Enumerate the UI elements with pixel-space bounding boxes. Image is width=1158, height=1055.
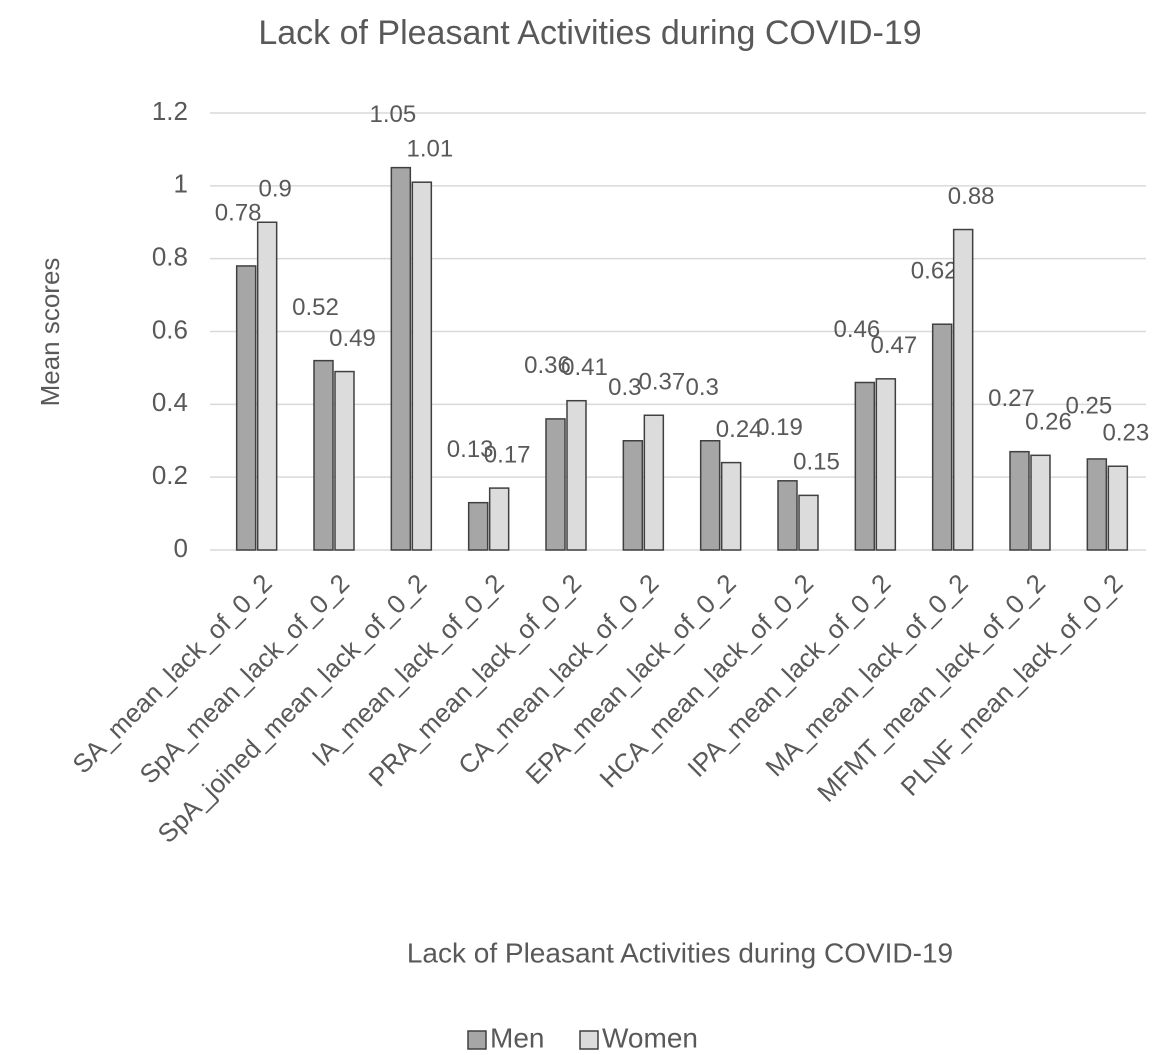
bar — [1030, 454, 1051, 551]
bar — [256, 221, 278, 551]
bar — [931, 323, 953, 551]
value-label: 0.88 — [948, 183, 995, 210]
bar — [313, 359, 334, 551]
bar — [643, 414, 665, 551]
legend-swatch — [579, 1030, 599, 1050]
value-label: 0.13 — [447, 436, 494, 463]
x-axis-title: Lack of Pleasant Activities during COVID… — [407, 937, 953, 968]
y-tick-label: 0 — [174, 533, 188, 563]
y-tick-label: 0.8 — [152, 242, 188, 272]
value-label: 0.41 — [561, 354, 608, 381]
bar — [798, 494, 819, 551]
bar — [488, 487, 510, 551]
bar — [952, 228, 974, 551]
y-tick-label: 1.2 — [152, 96, 188, 126]
value-label: 0.24 — [716, 416, 763, 443]
bar — [235, 265, 257, 551]
value-label: 0.9 — [258, 176, 291, 203]
value-label: 0.36 — [524, 352, 571, 379]
value-label: 0.23 — [1102, 420, 1149, 447]
bar — [1086, 458, 1108, 551]
bar — [334, 370, 355, 551]
value-label: 0.17 — [484, 441, 531, 468]
value-label: 0.15 — [793, 449, 840, 476]
value-label: 0.62 — [911, 258, 958, 285]
bar — [566, 399, 587, 551]
value-label: 0.49 — [329, 325, 376, 352]
bar — [622, 440, 644, 551]
value-label: 0.3 — [685, 374, 718, 401]
bar — [720, 461, 742, 551]
bar — [699, 440, 721, 551]
y-tick-label: 0.6 — [152, 314, 188, 344]
value-label: 0.46 — [833, 316, 880, 343]
value-label: 1.05 — [369, 101, 416, 128]
bar — [545, 418, 566, 551]
value-label: 0.3 — [608, 374, 641, 401]
value-label: 0.47 — [870, 332, 917, 359]
value-label: 0.27 — [988, 385, 1035, 412]
chart-title: Lack of Pleasant Activities during COVID… — [258, 14, 921, 52]
y-axis-title: Mean scores — [35, 258, 65, 407]
y-tick-label: 0.4 — [152, 387, 188, 417]
bar — [467, 501, 489, 551]
bar — [411, 181, 433, 551]
bar — [777, 480, 798, 551]
bar — [1107, 465, 1129, 551]
legend-swatch — [467, 1030, 487, 1050]
legend-label: Men — [490, 1022, 544, 1053]
bar — [390, 166, 412, 551]
bar — [854, 381, 876, 551]
value-label: 0.26 — [1025, 409, 1072, 436]
value-label: 0.25 — [1065, 392, 1112, 419]
y-tick-label: 0.2 — [152, 460, 188, 490]
value-label: 0.78 — [215, 199, 262, 226]
value-label: 0.19 — [756, 414, 803, 441]
value-label: 0.37 — [638, 369, 685, 396]
bar — [1009, 450, 1030, 551]
legend-label: Women — [602, 1022, 698, 1053]
y-tick-label: 1 — [174, 169, 188, 199]
value-label: 1.01 — [406, 136, 453, 163]
bar — [875, 378, 897, 551]
value-label: 0.52 — [292, 294, 339, 321]
